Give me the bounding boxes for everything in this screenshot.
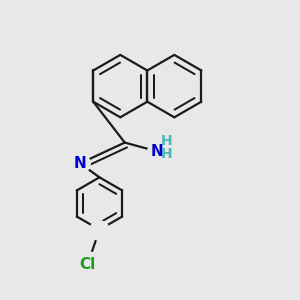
Text: Cl: Cl (80, 257, 96, 272)
Text: H: H (160, 134, 172, 148)
Text: N: N (151, 144, 164, 159)
Text: H: H (160, 147, 172, 160)
Text: N: N (74, 156, 86, 171)
